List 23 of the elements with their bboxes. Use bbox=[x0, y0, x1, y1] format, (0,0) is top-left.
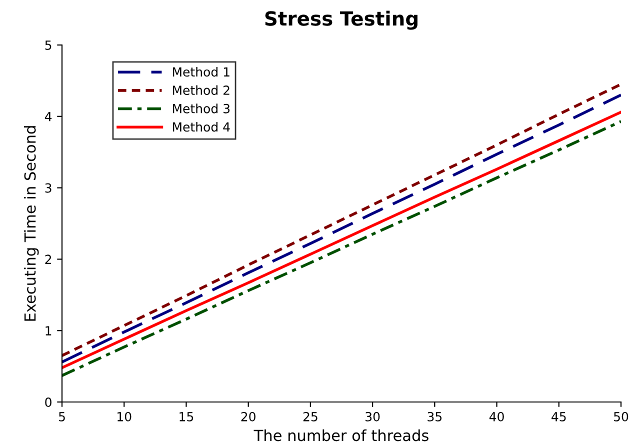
y-axis-title: Executing Time in Second bbox=[24, 126, 39, 321]
y-tick-label: 0 bbox=[45, 397, 52, 407]
legend-label: Method 3 bbox=[172, 104, 230, 114]
y-tick-label: 3 bbox=[45, 183, 52, 193]
x-tick-label: 45 bbox=[552, 412, 566, 422]
x-tick-label: 40 bbox=[489, 412, 504, 422]
x-tick-label: 20 bbox=[241, 412, 256, 422]
y-tick-label: 4 bbox=[44, 112, 52, 122]
legend-label: Method 1 bbox=[172, 66, 230, 77]
chart-title: Stress Testing bbox=[265, 10, 418, 30]
y-tick-label: 1 bbox=[46, 326, 52, 336]
x-tick-label: 25 bbox=[303, 412, 318, 422]
x-tick-label: 50 bbox=[614, 412, 628, 422]
x-tick-label: 35 bbox=[428, 412, 442, 422]
y-tick-label: 5 bbox=[45, 40, 52, 50]
legend-label: Method 2 bbox=[172, 85, 230, 95]
x-tick-label: 10 bbox=[118, 412, 132, 422]
x-tick-label: 5 bbox=[58, 412, 65, 422]
x-tick-label: 30 bbox=[366, 412, 380, 422]
y-tick-label: 2 bbox=[45, 254, 52, 264]
x-axis-title: The number of threads bbox=[254, 429, 428, 442]
legend-label: Method 4 bbox=[172, 122, 230, 132]
x-tick-label: 15 bbox=[180, 412, 194, 422]
